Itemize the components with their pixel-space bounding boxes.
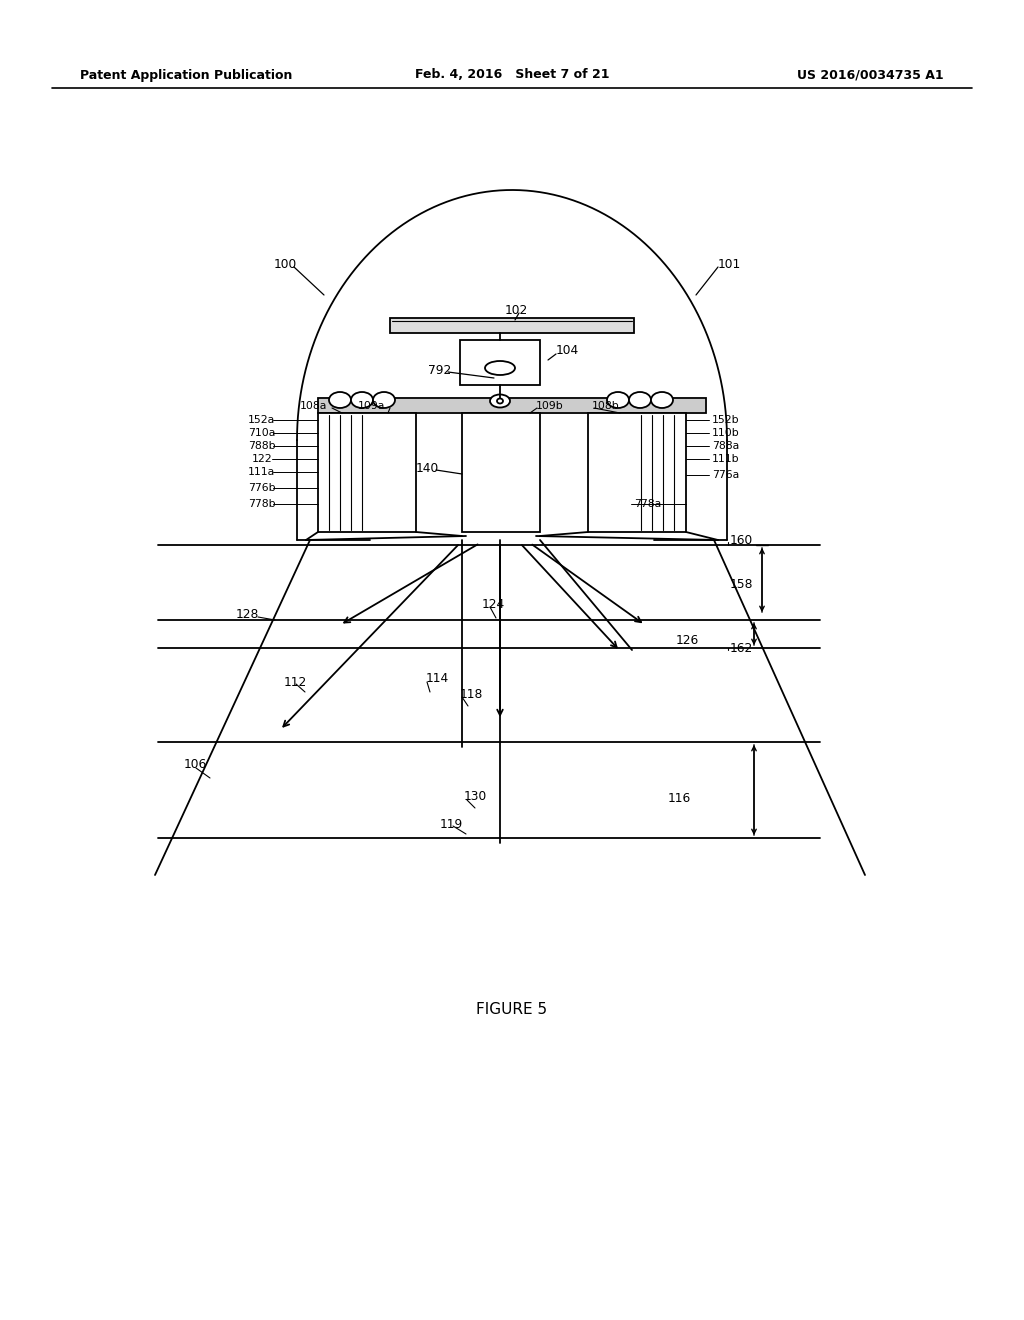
Bar <box>460 341 540 385</box>
Text: Patent Application Publication: Patent Application Publication <box>80 69 293 82</box>
Ellipse shape <box>351 392 373 408</box>
Ellipse shape <box>629 392 651 408</box>
Bar <box>390 318 634 333</box>
Text: 102: 102 <box>505 304 528 317</box>
Bar <box>318 399 706 413</box>
Text: 110b: 110b <box>712 428 739 438</box>
Text: 119: 119 <box>440 817 463 830</box>
Bar <box>588 413 686 532</box>
Bar <box>462 413 540 532</box>
Ellipse shape <box>497 399 503 404</box>
Text: 128: 128 <box>236 607 259 620</box>
Ellipse shape <box>373 392 395 408</box>
Text: 778a: 778a <box>634 499 662 510</box>
Text: 158: 158 <box>730 578 754 591</box>
Text: 776b: 776b <box>248 483 275 492</box>
Text: FIGURE 5: FIGURE 5 <box>476 1002 548 1018</box>
Text: 792: 792 <box>428 363 452 376</box>
Text: 778b: 778b <box>248 499 275 510</box>
Text: 152b: 152b <box>712 414 739 425</box>
Text: 122: 122 <box>252 454 272 465</box>
Text: 140: 140 <box>416 462 439 474</box>
Text: 124: 124 <box>482 598 505 610</box>
Text: 710a: 710a <box>248 428 275 438</box>
Text: 111b: 111b <box>712 454 739 465</box>
Text: 118: 118 <box>460 688 483 701</box>
Text: 776a: 776a <box>712 470 739 480</box>
Ellipse shape <box>329 392 351 408</box>
Text: 160: 160 <box>730 533 754 546</box>
Text: 109a: 109a <box>358 401 385 411</box>
Bar <box>318 413 416 532</box>
Text: 162: 162 <box>730 642 754 655</box>
Text: 788a: 788a <box>712 441 739 451</box>
Text: 116: 116 <box>668 792 691 804</box>
Text: 108b: 108b <box>592 401 620 411</box>
Ellipse shape <box>485 360 515 375</box>
Text: 108a: 108a <box>300 401 328 411</box>
Text: 104: 104 <box>556 343 580 356</box>
Text: 101: 101 <box>718 257 741 271</box>
Ellipse shape <box>607 392 629 408</box>
Text: 111a: 111a <box>248 467 275 477</box>
Text: 130: 130 <box>464 789 487 803</box>
Ellipse shape <box>490 395 510 408</box>
Text: 109b: 109b <box>536 401 564 411</box>
Text: 100: 100 <box>274 257 297 271</box>
Text: 126: 126 <box>676 635 699 648</box>
Text: 788b: 788b <box>248 441 275 451</box>
Text: 152a: 152a <box>248 414 275 425</box>
Text: Feb. 4, 2016   Sheet 7 of 21: Feb. 4, 2016 Sheet 7 of 21 <box>415 69 609 82</box>
Text: 106: 106 <box>184 759 207 771</box>
Text: US 2016/0034735 A1: US 2016/0034735 A1 <box>798 69 944 82</box>
Text: 114: 114 <box>426 672 450 685</box>
Bar <box>319 399 705 412</box>
Text: 112: 112 <box>284 676 307 689</box>
Ellipse shape <box>651 392 673 408</box>
